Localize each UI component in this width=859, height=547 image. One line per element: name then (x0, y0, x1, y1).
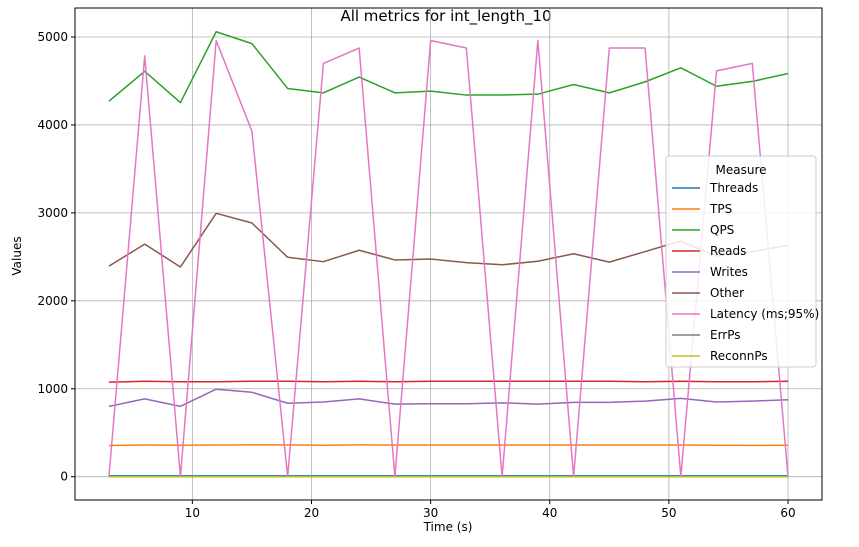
y-axis: 0 1000 2000 3000 4000 5000 (37, 30, 75, 484)
legend-label-threads: Threads (709, 181, 758, 195)
x-axis-label: Time (s) (423, 520, 473, 534)
y-tick-label: 2000 (37, 294, 68, 308)
legend-label-errps: ErrPs (710, 328, 741, 342)
legend-label-qps: QPS (710, 223, 734, 237)
y-tick-label: 1000 (37, 382, 68, 396)
series-lines (108, 30, 789, 478)
x-tick-label: 40 (542, 506, 557, 520)
legend-title: Measure (716, 163, 767, 177)
legend-label-other: Other (710, 286, 744, 300)
y-tick-label: 0 (60, 470, 68, 484)
legend-label-reconnps: ReconnPs (710, 349, 768, 363)
y-tick-label: 5000 (37, 30, 68, 44)
x-tick-label: 50 (661, 506, 676, 520)
y-axis-label: Values (10, 236, 24, 275)
series-line-qps (108, 30, 789, 104)
series-line-latency-ms-95 (108, 39, 789, 478)
x-tick-label: 30 (423, 506, 438, 520)
y-tick-label: 3000 (37, 206, 68, 220)
legend-box (665, 155, 817, 368)
x-axis: 10 20 30 40 50 60 (185, 500, 796, 520)
legend-label-latency-ms-95: Latency (ms;95%) (710, 307, 819, 321)
legend-label-reads: Reads (710, 244, 746, 258)
legend: Measure Threads TPS QPS Reads Writes Other Lat… (665, 155, 819, 368)
series-line-tps (108, 444, 789, 447)
series-line-reads (108, 380, 789, 383)
y-tick-label: 4000 (37, 118, 68, 132)
legend-label-tps: TPS (709, 202, 732, 216)
x-tick-label: 20 (304, 506, 319, 520)
chart-title: All metrics for int_length_10 (340, 7, 551, 26)
legend-label-writes: Writes (710, 265, 748, 279)
x-tick-label: 60 (780, 506, 795, 520)
x-tick-label: 10 (185, 506, 200, 520)
plot-frame (74, 7, 823, 501)
legend-items: Threads TPS QPS Reads Writes Other Latency (ms… (672, 181, 819, 363)
